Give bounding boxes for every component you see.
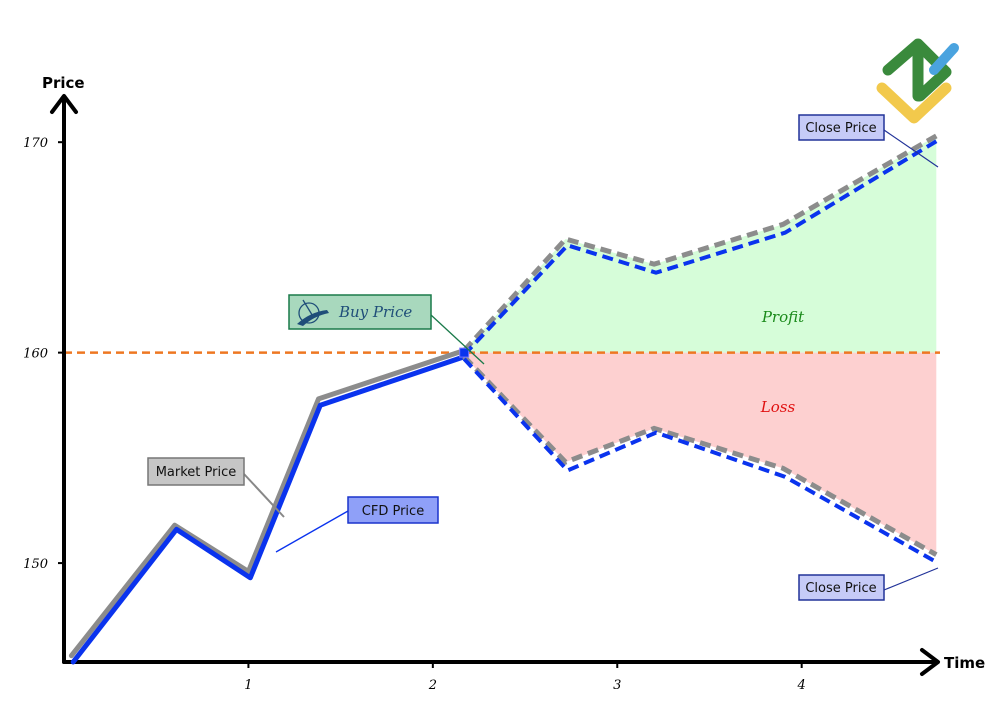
market-price-line xyxy=(68,348,467,659)
y-tick-label-160: 160 xyxy=(23,347,48,362)
x-tick-label-3: 3 xyxy=(613,678,621,693)
close-price-bottom-label: Close Price xyxy=(805,581,876,596)
down-scenario-cfd-line xyxy=(462,357,940,565)
cfd-price-leader xyxy=(275,510,349,553)
y-tick-label-170: 170 xyxy=(23,136,48,151)
close-price-bottom-callout: Close Price xyxy=(798,574,885,601)
x-tick-label-2: 2 xyxy=(428,678,437,693)
y-axis-title: Price xyxy=(42,74,85,92)
cfd-price-callout: CFD Price xyxy=(347,496,439,524)
x-tick-label-1: 1 xyxy=(244,678,252,693)
y-axis-arrow xyxy=(50,94,78,114)
logo-blue-bar xyxy=(929,43,959,75)
up-scenario-cfd-line xyxy=(462,138,940,357)
market-price-callout-label: Market Price xyxy=(156,465,237,480)
buy-price-callout: Buy Price xyxy=(288,294,432,330)
cfd-price-callout-label: CFD Price xyxy=(362,504,424,519)
close-price-top-label: Close Price xyxy=(805,121,876,136)
up-scenario-market-line xyxy=(462,133,938,353)
close-price-bottom-leader xyxy=(883,567,939,591)
brand-logo xyxy=(876,38,959,124)
down-scenario-market-line xyxy=(462,355,938,557)
logo-yellow-chevron xyxy=(876,82,952,124)
y-tick-label-150: 150 xyxy=(23,557,48,572)
buy-price-callout-label: Buy Price xyxy=(338,303,412,321)
cfd-price-line xyxy=(70,354,467,665)
profit-label: Profit xyxy=(761,308,805,326)
profit-area xyxy=(464,135,937,353)
x-tick-label-4: 4 xyxy=(797,678,806,693)
buy-point-marker xyxy=(459,347,470,358)
axis-ticks: 150 160 170 1 2 3 4 xyxy=(23,136,806,693)
logo-green-shape xyxy=(882,38,952,102)
x-axis-title: Time xyxy=(944,654,985,672)
market-price-leader xyxy=(243,473,285,518)
loss-area xyxy=(464,352,937,555)
close-price-top-callout: Close Price xyxy=(798,114,885,141)
airplane-icon xyxy=(297,299,329,326)
market-price-callout: Market Price xyxy=(147,457,245,486)
x-axis-arrow xyxy=(920,648,940,676)
buy-price-leader xyxy=(430,314,485,365)
close-price-top-leader xyxy=(883,129,939,168)
loss-label: Loss xyxy=(760,398,796,416)
